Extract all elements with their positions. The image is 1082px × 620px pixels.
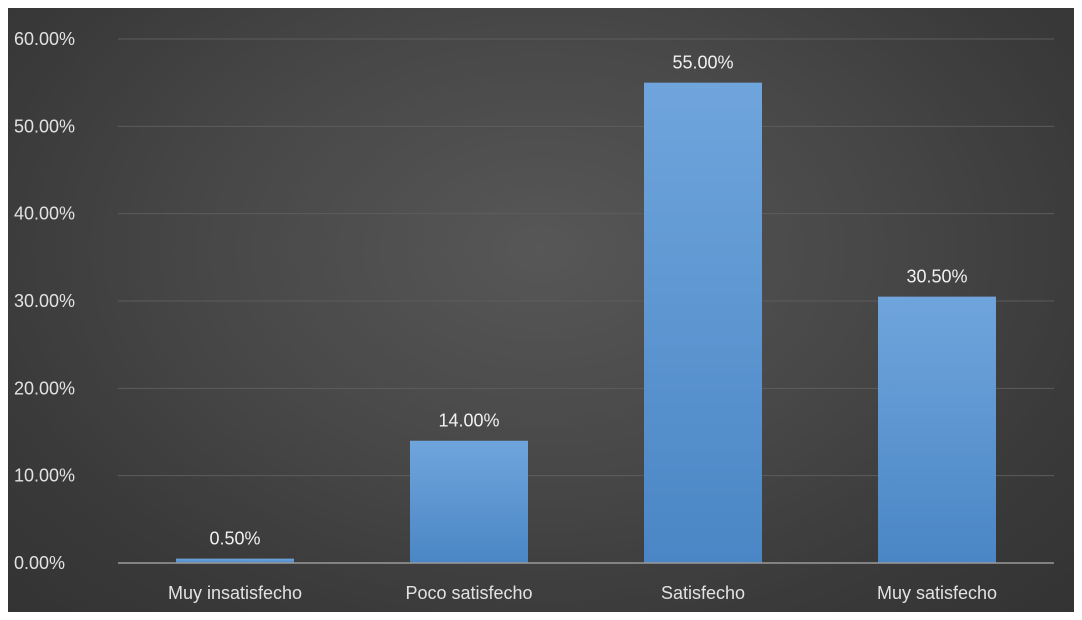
data-label: 30.50% <box>906 267 967 287</box>
bar <box>644 82 762 564</box>
x-tick-label: Satisfecho <box>661 583 745 603</box>
y-tick-label: 50.00% <box>14 116 75 136</box>
x-tick-label: Muy insatisfecho <box>168 583 302 603</box>
y-tick-label: 0.00% <box>14 553 65 573</box>
bar <box>410 440 528 563</box>
y-tick-label: 30.00% <box>14 291 75 311</box>
data-label: 0.50% <box>209 529 260 549</box>
bar <box>878 296 996 563</box>
y-tick-label: 40.00% <box>14 204 75 224</box>
x-tick-label: Muy satisfecho <box>877 583 997 603</box>
chart-area: 0.00% 10.00% 20.00% 30.00% 40.00% 50.00% 60.00… <box>8 8 1074 612</box>
data-label: 14.00% <box>438 411 499 431</box>
x-tick-label: Poco satisfecho <box>405 583 532 603</box>
y-tick-label: 10.00% <box>14 466 75 486</box>
x-axis-ticks: Muy insatisfecho Poco satisfecho Satisfech… <box>168 583 997 603</box>
bars <box>176 82 996 564</box>
y-tick-label: 60.00% <box>14 29 75 49</box>
y-axis-ticks: 0.00% 10.00% 20.00% 30.00% 40.00% 50.00% 60.00… <box>14 29 75 573</box>
bar <box>176 558 294 563</box>
data-labels: 0.50% 14.00% 55.00% 30.50% <box>209 53 967 549</box>
y-tick-label: 20.00% <box>14 378 75 398</box>
data-label: 55.00% <box>672 53 733 73</box>
bar-chart: 0.00% 10.00% 20.00% 30.00% 40.00% 50.00% 60.00… <box>14 29 1054 603</box>
